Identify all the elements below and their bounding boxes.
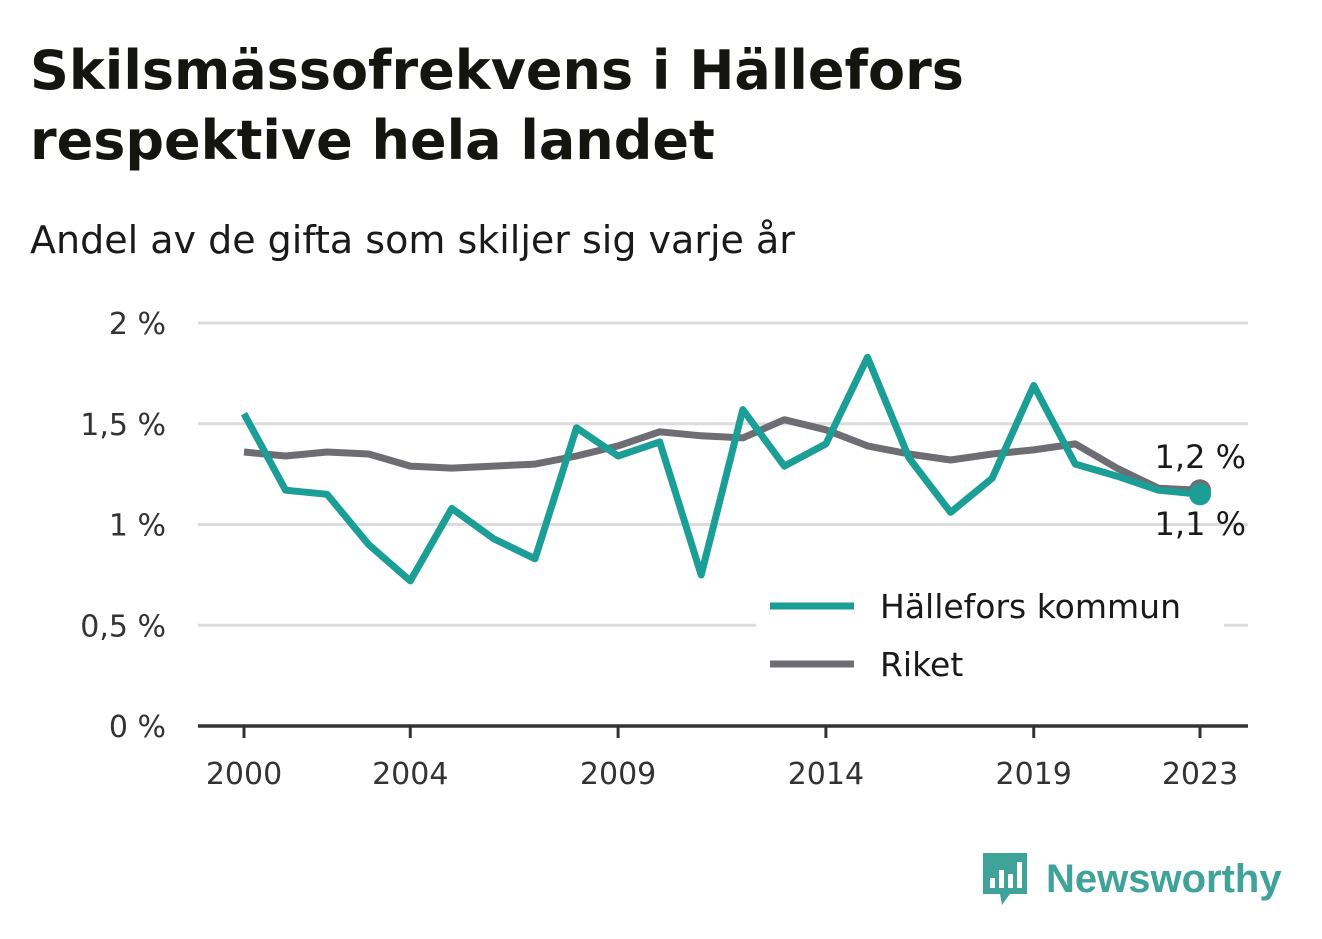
legend-label: Hällefors kommun: [880, 587, 1181, 626]
x-tick-label: 2000: [206, 757, 282, 792]
y-axis-ticks: 0 % 0,5 % 1 % 1,5 % 2 %: [80, 307, 166, 745]
x-tick-label: 2004: [372, 757, 448, 792]
x-tick-label: 2023: [1162, 757, 1238, 792]
legend-background: [756, 580, 1224, 696]
newsworthy-brand: Newsworthy: [980, 850, 1282, 908]
x-tick-label: 2019: [996, 757, 1072, 792]
y-tick-label: 0 %: [109, 710, 166, 745]
chart-subtitle: Andel av de gifta som skiljer sig varje …: [30, 218, 795, 262]
end-point-hallefors: [1189, 483, 1211, 506]
series-line-riket: [243, 416, 1201, 494]
x-axis-ticks: 2000 2004 2009 2014 2019 2023: [206, 726, 1238, 792]
x-tick-label: 2009: [580, 757, 656, 792]
y-tick-label: 1 %: [109, 509, 166, 544]
end-labels: 1,2 % 1,1 %: [1155, 438, 1246, 543]
end-label-hallefors: 1,1 %: [1155, 505, 1246, 543]
legend: Hällefors kommun Riket: [756, 580, 1224, 696]
brand-name: Newsworthy: [1046, 856, 1282, 901]
series-lines: [240, 353, 1211, 585]
y-tick-label: 1,5 %: [80, 408, 166, 443]
y-tick-label: 2 %: [109, 307, 166, 342]
legend-label: Riket: [880, 645, 963, 684]
series-line-hallefors: [240, 353, 1201, 585]
end-label-riket: 1,2 %: [1155, 438, 1246, 476]
newsworthy-logo-icon: [983, 853, 1027, 905]
y-tick-label: 0,5 %: [80, 609, 166, 644]
x-tick-label: 2014: [788, 757, 864, 792]
chart-title: Skilsmässofrekvens i Hällefors respektiv…: [30, 39, 964, 172]
